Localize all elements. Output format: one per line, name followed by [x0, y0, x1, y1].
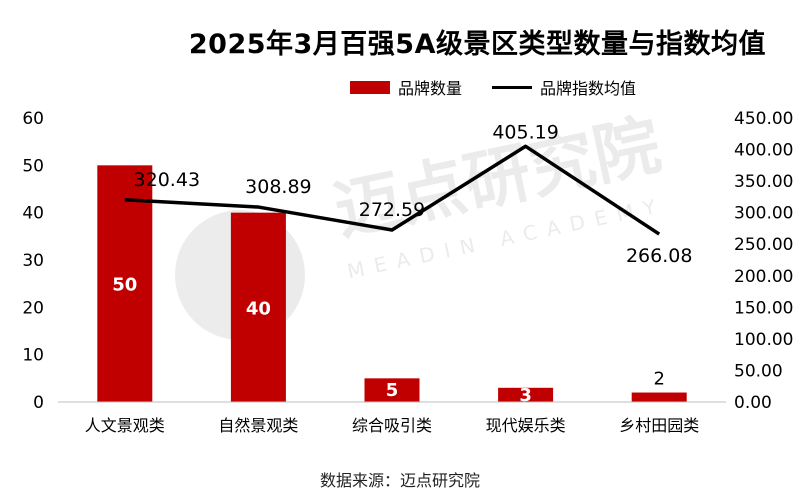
y-left-tick-label: 40: [22, 204, 44, 224]
bar-data-label: 50: [112, 275, 137, 296]
index-line: [124, 144, 661, 236]
y-left-tick-label: 0: [33, 393, 44, 413]
y-right-tick-label: 300.00: [734, 204, 793, 224]
line-data-label: 320.43: [134, 169, 200, 191]
bar: [230, 212, 286, 402]
x-category-label: 乡村田园类: [619, 416, 699, 435]
line-data-label: 405.19: [492, 121, 558, 143]
legend: 品牌数量 品牌指数均值: [350, 76, 636, 98]
legend-line-swatch: [492, 85, 533, 89]
y-right-tick-label: 50.00: [734, 361, 783, 381]
y-right-tick-label: 100.00: [734, 330, 793, 350]
y-left-tick-label: 60: [22, 109, 44, 129]
y-right-tick-label: 0.00: [734, 393, 772, 413]
bar: [498, 387, 554, 402]
line-data-label: 272.59: [359, 199, 425, 221]
bar-data-label: 40: [246, 298, 271, 319]
bar-data-label: 3: [519, 385, 532, 406]
y-right-tick-label: 350.00: [734, 172, 793, 192]
chart-title: 2025年3月百强5A级景区类型数量与指数均值: [188, 29, 766, 60]
y-right-tick-label: 400.00: [734, 141, 793, 161]
data-source: 数据来源：迈点研究院: [319, 471, 480, 490]
bar: [364, 378, 420, 402]
y-right-tick-label: 450.00: [734, 109, 793, 129]
y-left-tick-label: 50: [22, 156, 44, 176]
y-right-tick-label: 250.00: [734, 235, 793, 255]
legend-bar-label: 品牌数量: [398, 79, 463, 98]
legend-line-label: 品牌指数均值: [540, 79, 637, 98]
y-left-tick-label: 10: [22, 346, 44, 366]
x-category-label: 自然景观类: [218, 416, 298, 435]
bar: [631, 392, 687, 402]
bar: [97, 165, 153, 402]
y-right-tick-label: 150.00: [734, 298, 793, 318]
x-category-label: 人文景观类: [85, 416, 165, 435]
y-left-tick-label: 30: [22, 251, 44, 271]
line-data-label: 308.89: [245, 176, 311, 198]
x-category-label: 现代娱乐类: [486, 416, 566, 435]
bar-data-label: 2: [653, 369, 664, 390]
y-right-tick-label: 200.00: [734, 267, 793, 287]
x-category-label: 综合吸引类: [352, 416, 432, 435]
line-data-label: 266.08: [626, 245, 692, 267]
bar-data-label: 5: [386, 380, 399, 401]
legend-bar-swatch: [350, 80, 390, 94]
y-left-tick-label: 20: [22, 298, 44, 318]
